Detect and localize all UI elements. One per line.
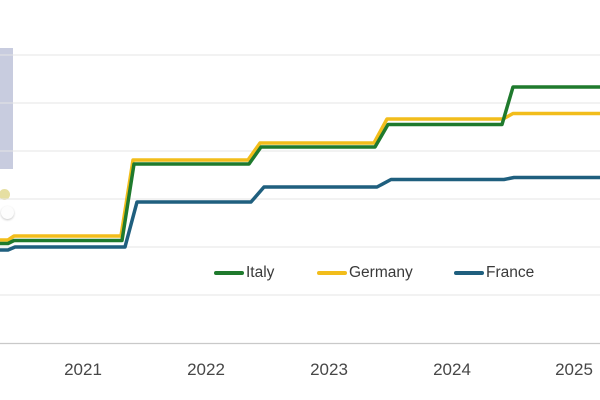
legend-item-italy: Italy: [214, 261, 274, 285]
x-tick-label: 2024: [433, 360, 471, 379]
x-axis: 2021 2022 2023 2024 2025: [0, 360, 600, 384]
x-tick-label: 2023: [310, 360, 348, 379]
x-tick-label: 2022: [187, 360, 225, 379]
chart-legend: Italy Germany France: [0, 261, 600, 285]
legend-swatch-italy: [214, 271, 244, 275]
legend-swatch-germany: [317, 271, 347, 275]
legend-swatch-france: [454, 271, 484, 275]
legend-label-italy: Italy: [246, 264, 275, 281]
legend-label-france: France: [486, 264, 535, 281]
x-tick-label: 2021: [64, 360, 102, 379]
series-line-italy: [0, 85, 600, 246]
legend-label-germany: Germany: [349, 264, 413, 281]
panel-white-dot-icon: [1, 206, 14, 219]
x-tick-label: 2025: [555, 360, 593, 379]
legend-item-france: France: [454, 261, 534, 285]
cutoff-left-panel: [0, 48, 14, 219]
panel-yellow-dot-icon: [0, 189, 10, 200]
legend-item-germany: Germany: [317, 261, 413, 285]
series-line-france: [0, 175, 600, 252]
